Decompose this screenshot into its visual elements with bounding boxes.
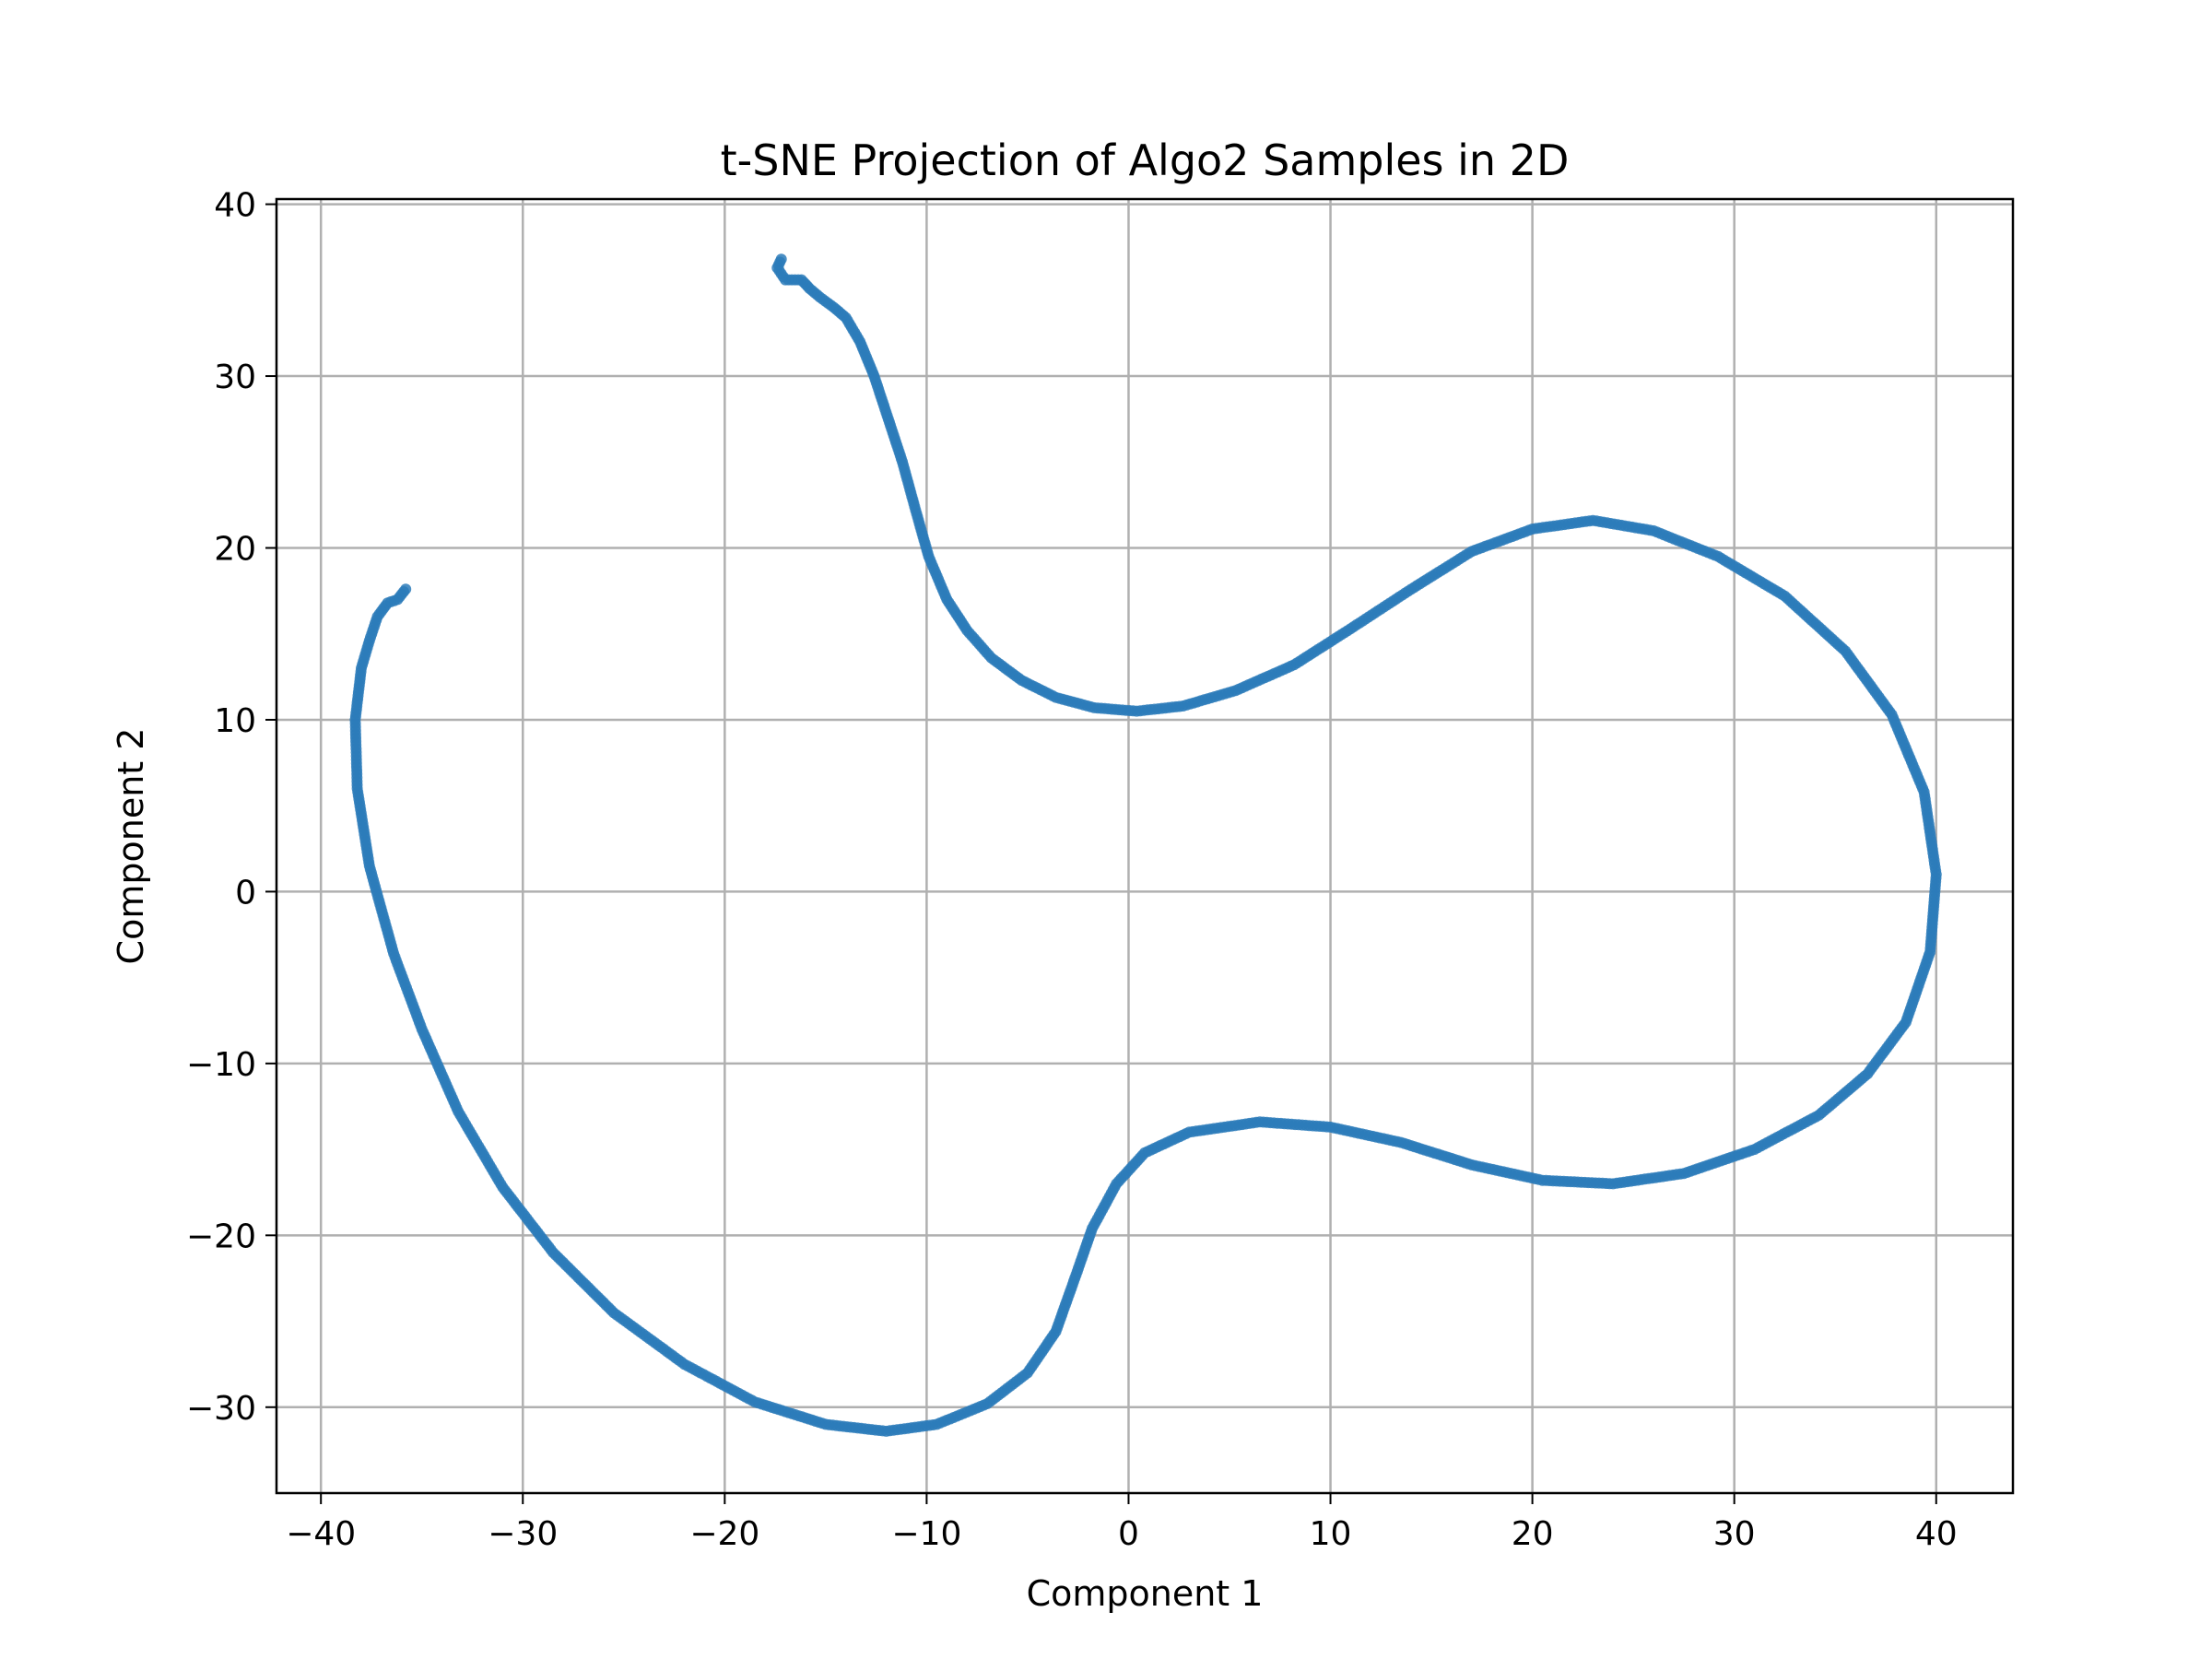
x-tick-label: 20 [1512,1515,1554,1553]
y-tick-label: −30 [186,1390,256,1428]
y-tick-label: 40 [214,187,256,225]
plot-frame [275,197,2015,1495]
x-tick-label: 30 [1713,1515,1756,1553]
chart-title: t-SNE Projection of Algo2 Samples in 2D [721,135,1570,185]
x-tick-label: 0 [1118,1515,1139,1553]
grid-layer [276,199,2013,1493]
x-tick-label: −10 [891,1515,961,1553]
x-tick-label: 40 [1915,1515,1958,1553]
y-tick-label: −20 [186,1218,256,1255]
tick-layer: −40 −30 −20 −10 0 10 20 30 40 −30 −20 −10 0 10 20 30 40 [186,187,1958,1553]
y-tick-label: 30 [214,359,256,396]
y-tick-label: 10 [214,702,256,740]
y-tick-label: 0 [235,874,256,912]
x-tick-label: 10 [1310,1515,1352,1553]
y-axis-label: Component 2 [111,728,151,965]
x-axis-label: Component 1 [1027,1573,1264,1614]
x-tick-label: −40 [286,1515,356,1553]
x-tick-label: −20 [689,1515,759,1553]
data-point [400,583,412,595]
series-layer [349,253,1942,1437]
x-tick-label: −30 [488,1515,558,1553]
y-tick-label: 20 [214,531,256,569]
y-tick-label: −10 [186,1046,256,1084]
